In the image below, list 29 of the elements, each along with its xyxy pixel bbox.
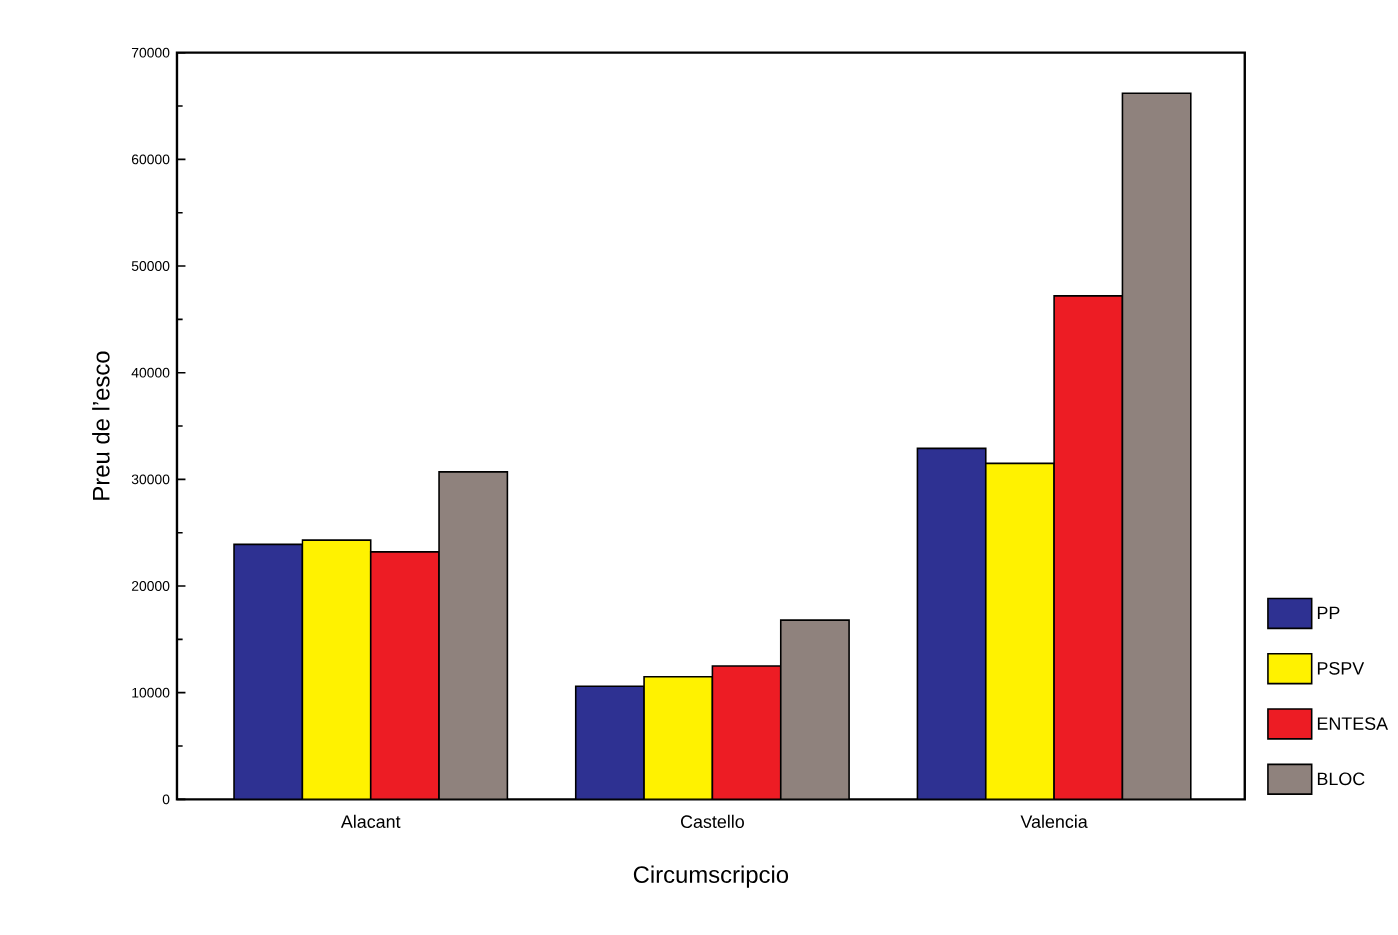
bar xyxy=(438,471,509,800)
bar xyxy=(301,539,372,800)
y-tick-label: 30000 xyxy=(131,474,170,485)
y-tick-label: 50000 xyxy=(131,261,170,272)
y-tick-label: 10000 xyxy=(132,687,170,698)
bar xyxy=(984,462,1055,800)
legend-label: PSPV xyxy=(1317,662,1365,675)
bar xyxy=(780,620,850,800)
x-tick-label: Castello xyxy=(680,815,744,829)
bar xyxy=(1053,295,1124,800)
bar xyxy=(1121,92,1192,800)
x-tick-label: Alacant xyxy=(340,815,401,829)
x-axis-title: Circumscripcio xyxy=(633,865,789,888)
y-tick-label: 60000 xyxy=(131,154,170,165)
bar xyxy=(712,666,781,800)
y-axis-title: Preu de l’esco xyxy=(92,351,110,500)
bar xyxy=(233,543,304,800)
x-tick-label: Valencia xyxy=(1020,815,1088,829)
bar xyxy=(575,686,645,800)
y-tick-label: 20000 xyxy=(131,581,170,592)
y-tick-label: 40000 xyxy=(131,367,170,378)
y-tick-label: 0 xyxy=(162,794,170,805)
bar xyxy=(369,551,440,800)
bar xyxy=(916,447,987,800)
legend-label: ENTESA xyxy=(1317,717,1389,731)
bar xyxy=(644,676,713,800)
y-tick-label: 70000 xyxy=(131,48,170,58)
legend-label: PP xyxy=(1317,606,1340,620)
legend-label: BLOC xyxy=(1317,772,1365,786)
